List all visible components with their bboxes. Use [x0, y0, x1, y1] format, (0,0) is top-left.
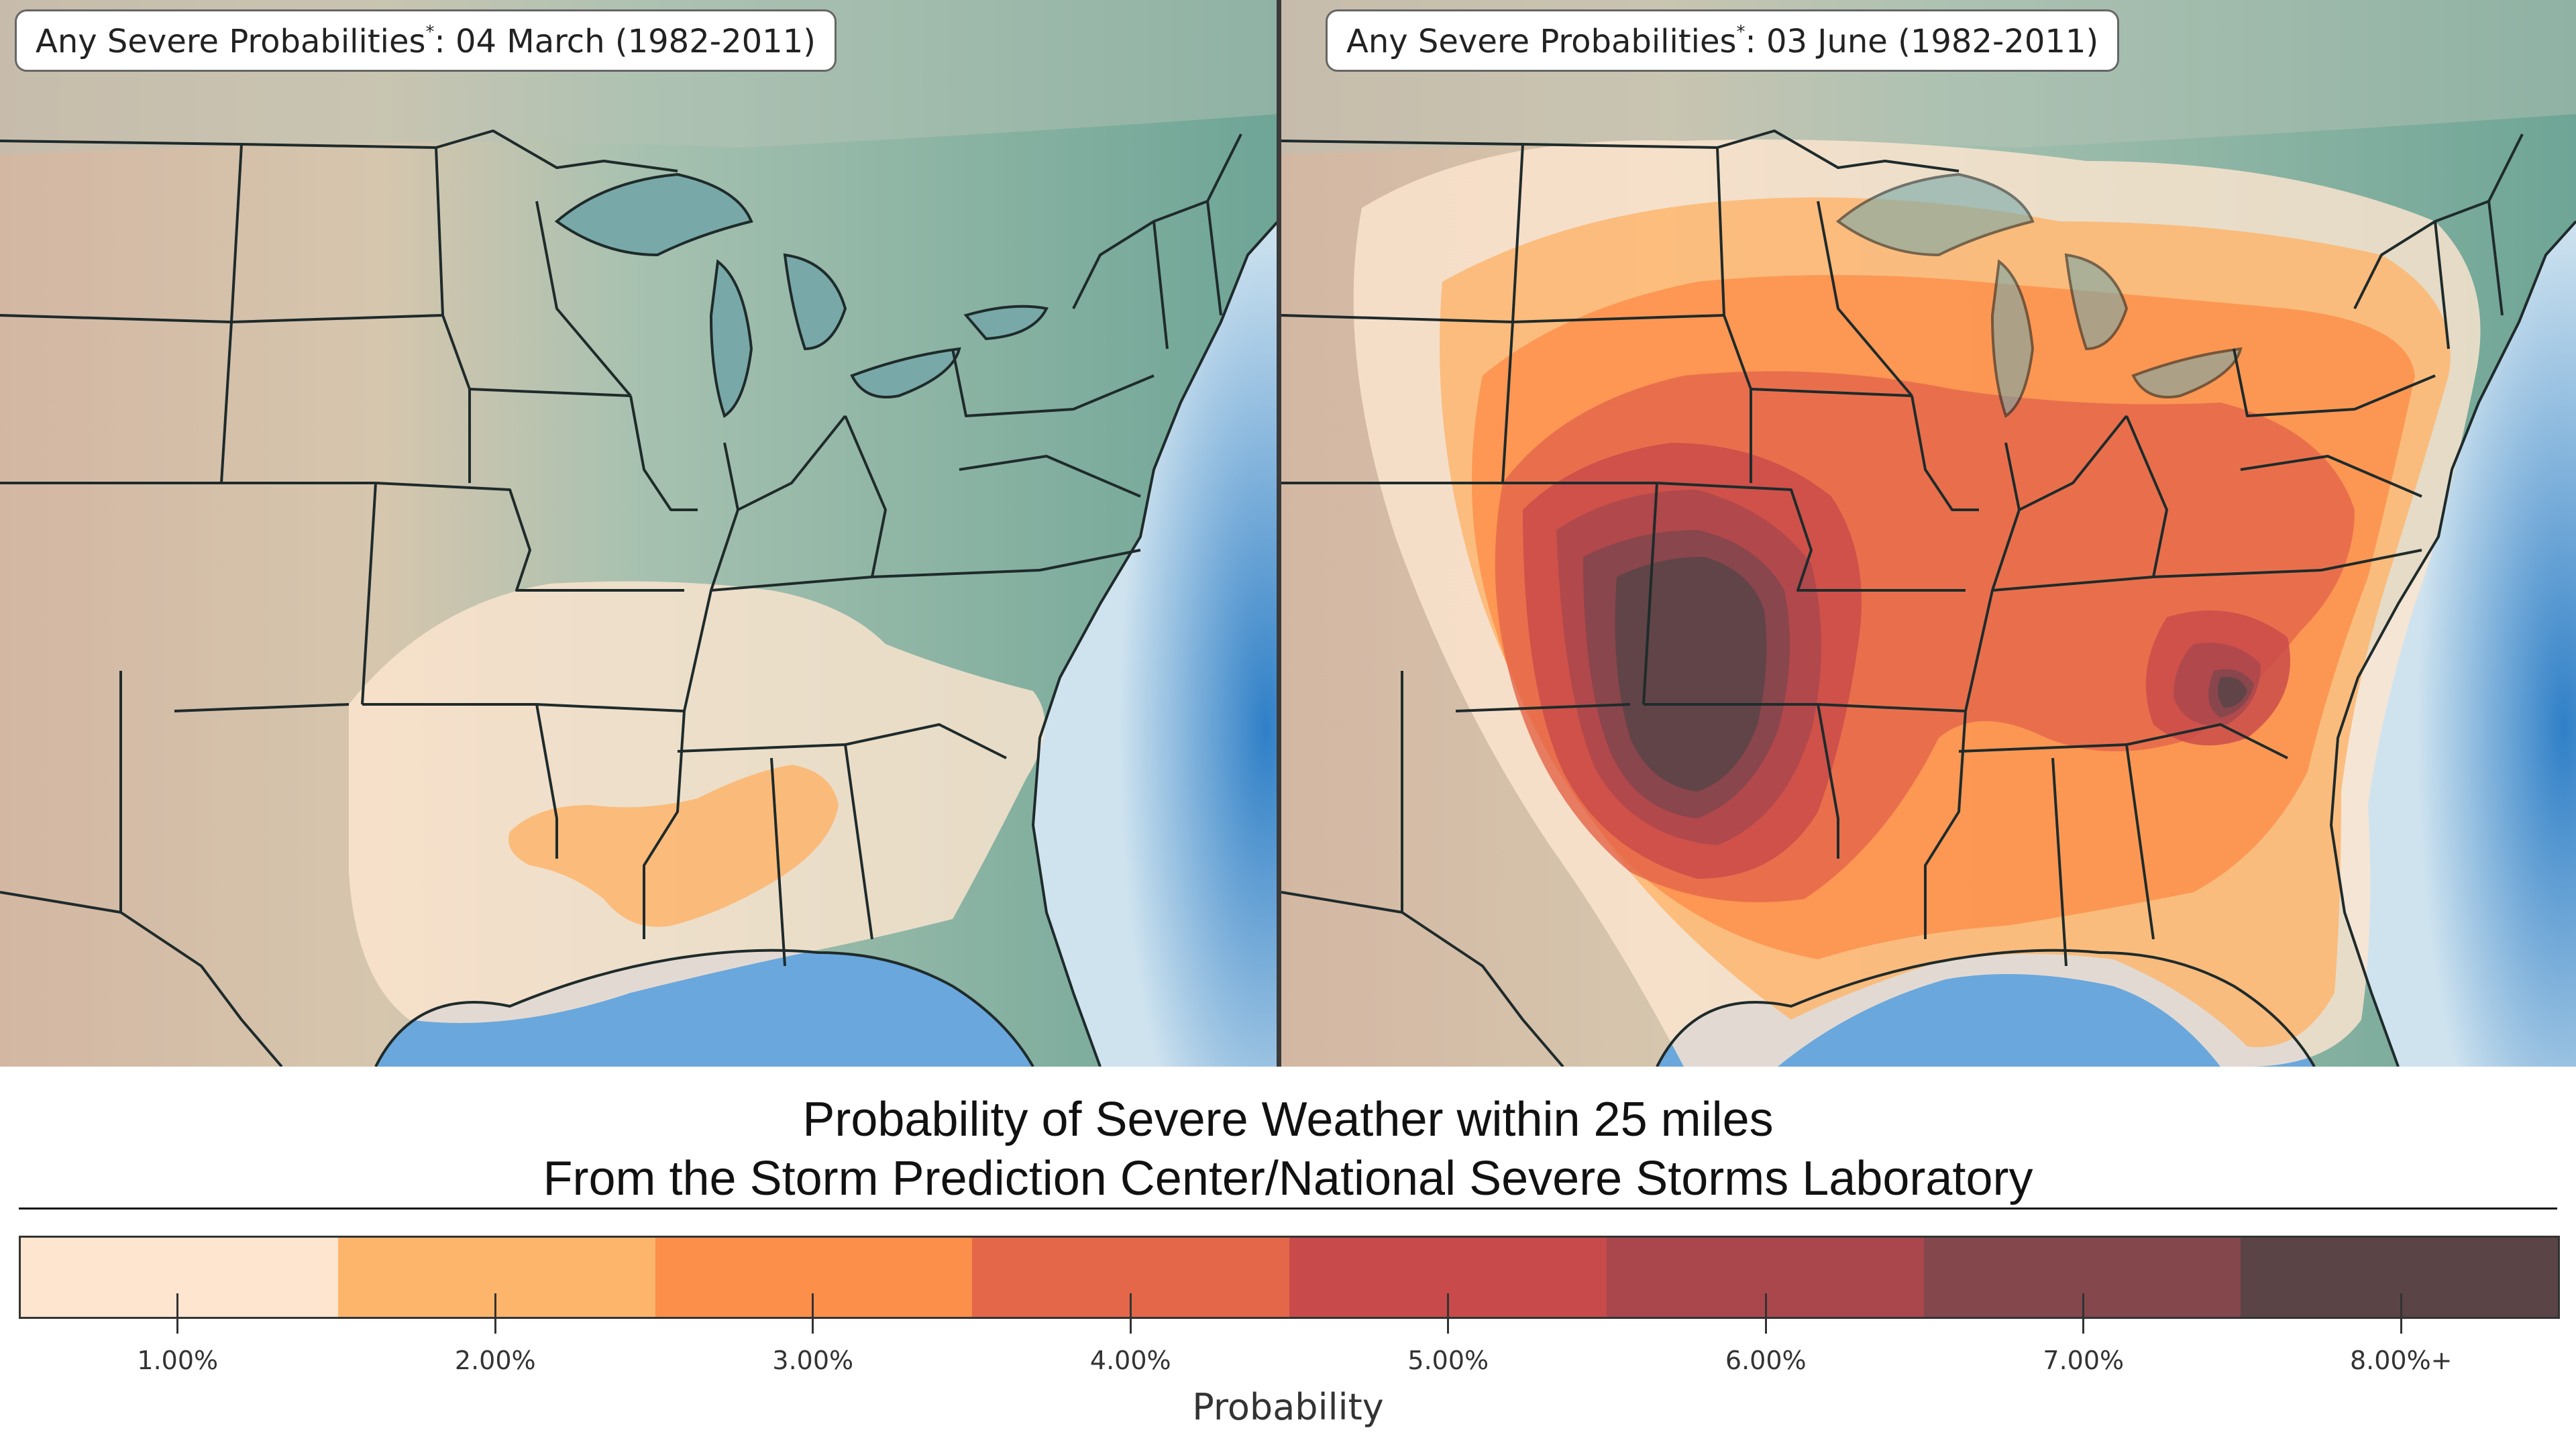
- colorbar-tick-label: 2.00%: [454, 1346, 536, 1375]
- state-borders: [0, 129, 1242, 1067]
- colorbar-tick-label: 8.00%+: [2349, 1346, 2453, 1375]
- lake-erie: [850, 347, 961, 398]
- east-coastline: [2329, 220, 2576, 1067]
- colorbar-tick-label: 4.00%: [1089, 1346, 1171, 1375]
- gulf-coastline: [1656, 949, 2316, 1067]
- colorbar-tick-label: 5.00%: [1407, 1346, 1489, 1375]
- lake-superior: [1835, 172, 2035, 257]
- map-title-mark: *: [1736, 22, 1746, 42]
- colorbar-tick: [1447, 1293, 1450, 1334]
- colorbar-tick-label: 7.00%: [2043, 1346, 2125, 1375]
- panel-divider: [1277, 0, 1282, 1067]
- colorbar-segment: [21, 1238, 338, 1317]
- colorbar-tick-label: 3.00%: [772, 1346, 854, 1375]
- state-borders: [1281, 129, 2524, 1067]
- map-title-text: Any Severe Probabilities: [1346, 23, 1737, 60]
- colorbar-axis-label: Probability: [1192, 1386, 1384, 1428]
- colorbar-segment: [1923, 1238, 2241, 1317]
- colorbar-tick: [1129, 1293, 1132, 1334]
- probability-area-8pct: [1615, 557, 2247, 792]
- colorbar-tick: [494, 1293, 496, 1334]
- caption-line-1: Probability of Severe Weather within 25 …: [802, 1093, 1774, 1146]
- atlantic-ocean: [2331, 221, 2576, 1067]
- map-title-date: : 04 March (1982-2011): [434, 23, 816, 60]
- colorbar-tick: [2082, 1293, 2085, 1334]
- colorbar-tick: [812, 1293, 814, 1334]
- map-title-date: : 03 June (1982-2011): [1745, 23, 2099, 60]
- map-title-march: Any Severe Probabilities*: 04 March (198…: [15, 9, 837, 72]
- colorbar-segment: [2241, 1238, 2558, 1317]
- map-title-text: Any Severe Probabilities: [36, 23, 426, 60]
- map-march: [0, 0, 1278, 1067]
- lake-superior: [554, 172, 753, 257]
- lake-huron: [2064, 253, 2129, 351]
- map-panel-march: Any Severe Probabilities*: 04 March (198…: [0, 0, 1278, 1067]
- map-panel-june: Any Severe Probabilities*: 03 June (1982…: [1281, 0, 2576, 1067]
- gulf-coastline: [374, 949, 1034, 1067]
- map-title-mark: *: [425, 22, 435, 42]
- atlantic-ocean: [1033, 221, 1278, 1067]
- colorbar: [19, 1236, 2560, 1319]
- colorbar-segment: [337, 1238, 655, 1317]
- colorbar-tick-label: 6.00%: [1725, 1346, 1807, 1375]
- lake-huron: [783, 253, 847, 351]
- caption-divider: [19, 1208, 2557, 1210]
- probability-area-2pct: [508, 765, 839, 927]
- lake-erie: [2131, 347, 2243, 398]
- map-june: [1281, 0, 2576, 1067]
- lake-michigan: [1990, 259, 2035, 419]
- colorbar-tick: [1764, 1293, 1767, 1334]
- lake-michigan: [709, 259, 753, 419]
- east-coastline: [1031, 220, 1278, 1067]
- colorbar-tick: [176, 1293, 179, 1334]
- colorbar-tick-label: 1.00%: [137, 1346, 219, 1375]
- caption-line-2: From the Storm Prediction Center/Nationa…: [543, 1152, 2033, 1205]
- lake-ontario: [963, 305, 1049, 341]
- colorbar-tick: [2400, 1293, 2402, 1334]
- map-title-june: Any Severe Probabilities*: 03 June (1982…: [1326, 9, 2120, 72]
- gulf-of-mexico: [376, 950, 1033, 1067]
